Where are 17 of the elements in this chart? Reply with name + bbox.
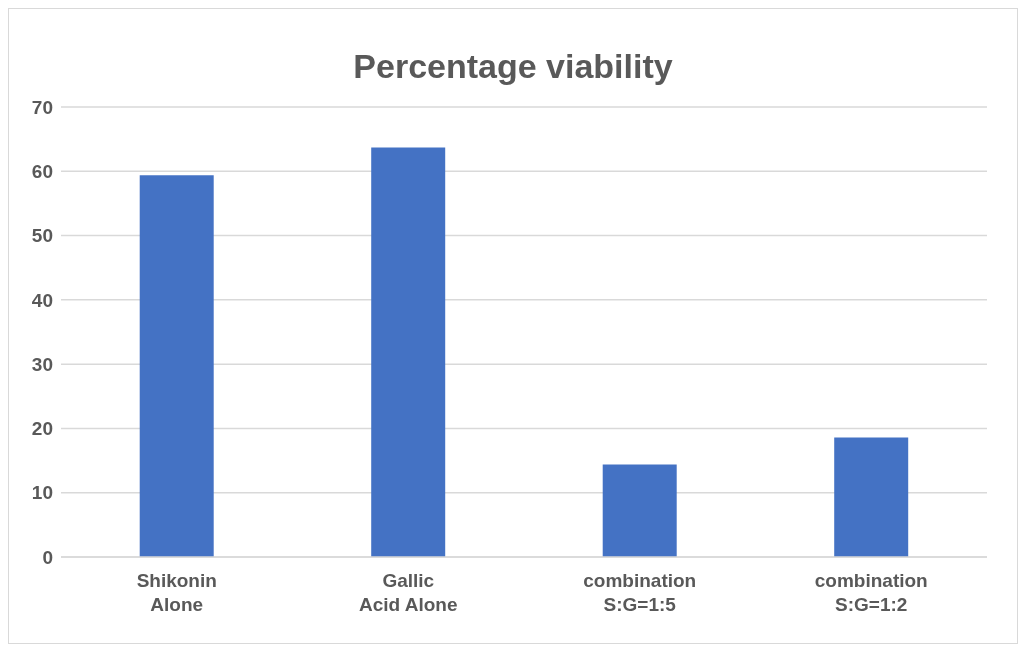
bar	[602, 464, 677, 557]
y-tick-label: 70	[31, 96, 53, 118]
x-tick-label: Shikonin Alone	[136, 570, 217, 615]
chart-title: Percentage viability	[352, 46, 674, 87]
y-tick-label: 30	[31, 353, 53, 375]
y-tick-label: 50	[31, 225, 53, 247]
x-tick-label: combination S:G=1:2	[814, 570, 928, 615]
bar	[834, 437, 909, 557]
x-tick-label: combination S:G=1:5	[583, 570, 697, 615]
bar	[371, 147, 446, 557]
y-tick-label: 20	[31, 418, 53, 440]
y-tick-label: 40	[31, 289, 53, 311]
x-tick-label: Gallic Acid Alone	[358, 570, 458, 615]
y-tick-label: 10	[31, 482, 53, 504]
bar	[139, 175, 214, 557]
y-tick-label: 0	[42, 546, 53, 568]
y-tick-label: 60	[31, 161, 53, 183]
